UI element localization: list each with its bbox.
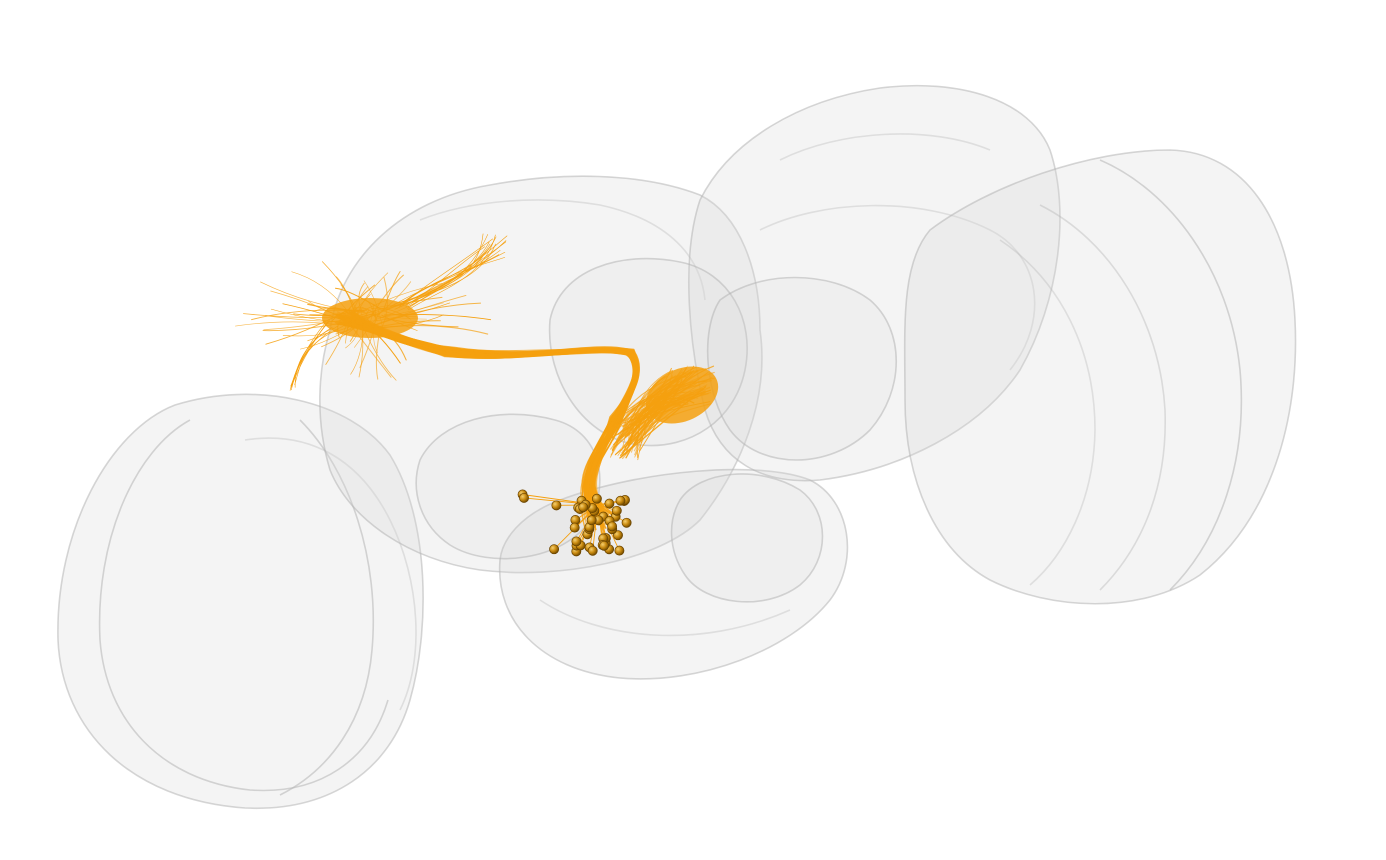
thin-branch xyxy=(405,243,493,306)
soma-sphere xyxy=(571,536,582,547)
soma-sphere xyxy=(587,545,598,556)
lateral-horn-branch xyxy=(337,315,347,338)
lateral-horn-branch xyxy=(369,304,375,324)
lateral-horn-branch xyxy=(263,318,347,331)
neuron-fiber xyxy=(351,313,636,512)
lateral-horn-branch xyxy=(345,326,358,349)
left-optic-lobe-inner xyxy=(98,419,389,792)
lateral-horn-branch xyxy=(354,308,384,348)
lateral-horn-branch xyxy=(375,325,382,380)
lateral-horn-branch xyxy=(321,321,363,348)
right-optic-lobe-fold xyxy=(1099,159,1243,591)
lateral-horn-branch xyxy=(265,315,361,323)
neuron-fibers xyxy=(235,233,719,552)
lateral-horn-branch xyxy=(357,302,451,322)
thin-branch xyxy=(405,241,490,307)
soma-spheres xyxy=(517,489,632,557)
soma-sphere xyxy=(621,517,632,528)
lateral-horn-branch xyxy=(375,304,407,309)
thin-branch xyxy=(291,327,334,386)
soma-sphere xyxy=(591,493,602,504)
central-brain-left xyxy=(319,175,763,574)
lateral-horn-branch xyxy=(349,310,369,342)
thin-branch xyxy=(291,322,326,388)
lateral-horn-branch xyxy=(381,315,427,320)
lateral-horn-branch xyxy=(291,271,347,310)
lateral-horn-branch xyxy=(300,318,366,350)
lateral-horn-branch xyxy=(358,282,365,309)
lateral-horn-branch xyxy=(315,307,350,312)
soma-sphere xyxy=(615,495,626,506)
soma-sphere xyxy=(613,530,623,541)
soma-sphere xyxy=(578,502,589,513)
neuron-fiber xyxy=(336,323,635,520)
lateral-horn-branch xyxy=(372,314,459,328)
lateral-horn-branch xyxy=(350,324,392,378)
lateral-horn-branch xyxy=(270,290,357,326)
soma-sphere xyxy=(519,492,529,503)
right-optic-lobe-fold-2 xyxy=(1039,204,1166,591)
thin-branch xyxy=(389,254,500,308)
soma-sphere xyxy=(599,540,610,551)
lateral-horn-branch xyxy=(262,313,380,332)
left-optic-lobe-fold xyxy=(279,419,375,796)
lateral-horn-branch xyxy=(382,277,388,327)
neuropil-3 xyxy=(415,413,601,560)
right-optic-lobe-fold-3 xyxy=(999,239,1096,586)
central-brain-right-lobe xyxy=(759,204,1036,371)
lateral-horn-branch xyxy=(348,310,401,364)
thin-branch xyxy=(402,238,494,304)
lateral-horn-branch xyxy=(334,287,382,310)
calyx-core xyxy=(645,366,719,424)
central-brain-right-inner xyxy=(779,133,991,161)
thin-branch xyxy=(394,243,496,305)
lateral-horn-branch xyxy=(251,309,365,321)
lateral-horn-branch xyxy=(336,276,357,319)
thin-branch xyxy=(406,246,485,306)
lateral-horn-branch xyxy=(350,325,364,375)
neuropil-2 xyxy=(706,276,897,461)
soma-sphere xyxy=(549,544,560,555)
lateral-horn-branch xyxy=(307,324,346,342)
lateral-horn-branch xyxy=(371,325,407,361)
lateral-horn-branch xyxy=(308,300,348,317)
soma-sphere xyxy=(611,505,622,516)
soma-sphere xyxy=(551,500,562,511)
thin-branch xyxy=(407,234,496,311)
soma-sphere xyxy=(607,521,618,532)
lateral-horn-branch xyxy=(368,302,482,329)
left-lobula xyxy=(244,437,417,711)
neuropil-4 xyxy=(670,473,824,603)
lateral-horn-branch xyxy=(383,271,401,311)
left-optic-lobe xyxy=(57,393,424,810)
soma-sphere xyxy=(586,515,597,526)
lateral-horn-branch xyxy=(352,307,378,322)
lateral-horn-branch xyxy=(373,312,379,354)
brain-mesh xyxy=(57,84,1297,810)
subesophageal-inner xyxy=(539,599,791,637)
soma-sphere xyxy=(569,522,580,533)
lateral-horn-branch xyxy=(325,318,350,365)
thin-branch xyxy=(399,257,506,307)
right-optic-lobe xyxy=(903,149,1297,605)
soma-sphere xyxy=(614,545,625,556)
lateral-horn-branch xyxy=(361,323,397,381)
soma-sphere xyxy=(604,498,615,509)
lateral-horn-branch xyxy=(363,280,383,328)
lateral-horn-branch xyxy=(270,308,377,325)
lateral-horn-branch xyxy=(383,313,492,321)
lateral-horn-branch xyxy=(370,307,412,320)
thin-branch xyxy=(407,241,507,309)
lateral-horn-branch xyxy=(331,309,365,322)
lateral-horn-branch xyxy=(282,303,367,329)
